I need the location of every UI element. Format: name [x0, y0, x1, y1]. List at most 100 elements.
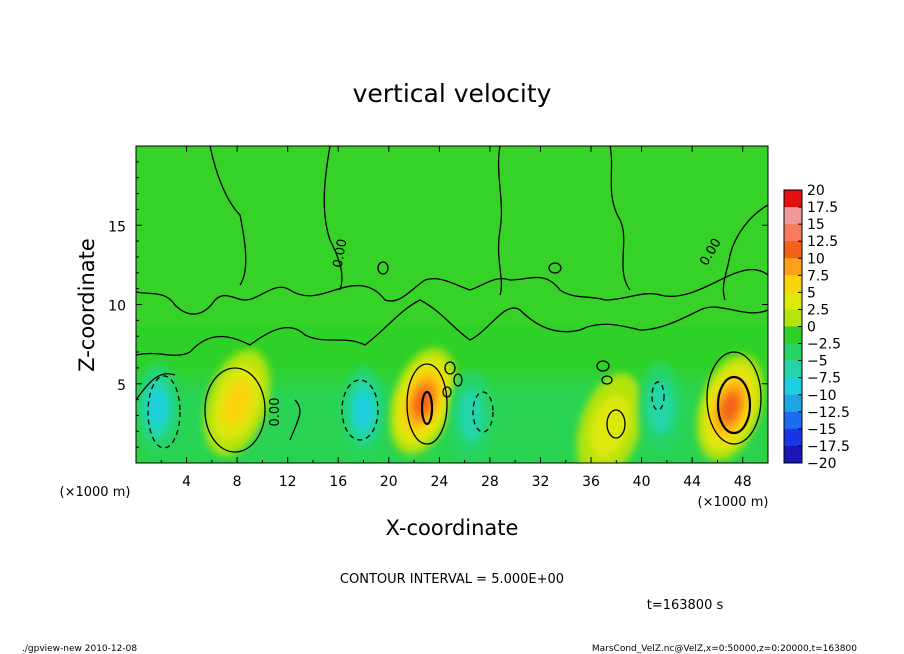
x-tick-label-8: 36 [582, 474, 600, 490]
contour-5-updraft-4 [606, 409, 626, 439]
contour-blob-2 [453, 373, 463, 387]
downdraft-cell-5 [341, 365, 386, 456]
contour-10-updraft-3 [716, 375, 752, 435]
colorbar-label-13: −12.5 [807, 405, 850, 421]
colorbar-cell-15 [784, 445, 802, 464]
y-axis: 5 10 15 [108, 161, 768, 448]
colorbar-cell-2 [784, 224, 802, 242]
contour-zero-column-5 [722, 204, 768, 301]
x-tick-label-6: 28 [481, 474, 499, 490]
contour-zero-column-3 [497, 146, 503, 296]
colorbar-label-15: −17.5 [807, 439, 850, 455]
cell-level-5 [721, 393, 740, 423]
x-tick-label-7: 32 [532, 474, 550, 490]
contour-interval-text: CONTOUR INTERVAL = 5.000E+00 [340, 572, 564, 587]
colorbar-label-1: 17.5 [807, 200, 838, 216]
colorbar-label-3: 12.5 [807, 234, 838, 250]
contour-zero-column-2 [323, 146, 343, 291]
cell-level-3 [148, 388, 167, 427]
colorbar-cell-11 [784, 377, 802, 396]
contour-5-updraft-2 [406, 363, 448, 445]
contour-10-updraft-2 [420, 390, 434, 426]
colorbar-cell-12 [784, 394, 802, 413]
x-tick-label-1: 8 [233, 474, 242, 490]
x-tick-label-0: 4 [182, 474, 191, 490]
contour-blob-3 [442, 386, 452, 398]
heatmap-field [136, 146, 768, 463]
contour-label-2: 0.00 [331, 238, 351, 269]
colorbar-label-12: −10 [807, 388, 837, 404]
cell-level-3 [222, 379, 252, 426]
colorbar-label-11: −7.5 [807, 371, 841, 387]
colorbar-cell-5 [784, 275, 802, 293]
cell-level-2 [647, 380, 674, 435]
colorbar-cell-9 [784, 343, 802, 362]
colorbar-label-8: 0 [807, 320, 816, 336]
x-tick-label-5: 24 [430, 474, 448, 490]
time-label: t=163800 s [647, 598, 724, 613]
colorbar-cell-8 [784, 326, 802, 345]
contour-blob-4 [596, 360, 610, 372]
colorbar-cell-1 [784, 207, 802, 225]
y-axis-label: Z-coordinate [75, 238, 99, 372]
colorbar-label-0: 20 [807, 183, 825, 199]
x-unit-left: (×1000 m) [60, 485, 131, 500]
colorbar-cell-4 [784, 258, 802, 276]
x-tick-label-10: 44 [683, 474, 701, 490]
x-tick-label-3: 16 [329, 474, 347, 490]
contour-zero-column-4 [609, 146, 631, 291]
colorbar-cell-7 [784, 309, 802, 327]
cell-level-3 [354, 391, 373, 430]
footer-right: MarsCond_VelZ.nc@VelZ,x=0:50000,z=0:2000… [592, 644, 857, 654]
colorbar-cell-13 [784, 411, 802, 430]
contour-zero-column-1 [209, 146, 247, 286]
contour-blob-7 [377, 261, 389, 275]
contour-neg5-downdraft-2 [341, 379, 379, 441]
contour-neg5-downdraft-3 [472, 391, 494, 433]
x-axis: 4 8 12 16 20 24 28 32 36 40 44 48 [135, 146, 769, 490]
y-tick-label-2: 15 [108, 219, 126, 235]
x-unit-right: (×1000 m) [698, 495, 769, 510]
contour-neg5-downdraft-4 [651, 381, 665, 411]
colorbar-label-9: −2.5 [807, 337, 841, 353]
x-tick-label-11: 48 [734, 474, 752, 490]
contour-blob-6 [548, 262, 562, 274]
colorbar-label-16: −20 [807, 456, 837, 472]
contour-zero-mid [136, 268, 768, 315]
colorbar-cell-0 [784, 190, 802, 208]
colorbar-label-10: −5 [807, 354, 828, 370]
colorbar-cell-6 [784, 292, 802, 310]
y-tick-label-1: 10 [108, 299, 126, 315]
colorbar-label-2: 15 [807, 217, 825, 233]
contour-small-2 [136, 373, 176, 401]
x-tick-label-4: 20 [380, 474, 398, 490]
chart-title: vertical velocity [353, 79, 552, 108]
colorbar-label-14: −15 [807, 422, 837, 438]
colorbar-cell-14 [784, 428, 802, 447]
contour-5-updraft-1 [204, 367, 266, 453]
contour-small-1 [289, 399, 301, 441]
colorbar-label-7: 2.5 [807, 302, 829, 318]
contour-label-1: 0.00 [268, 398, 283, 427]
contour-lines [136, 146, 768, 453]
x-tick-label-9: 40 [633, 474, 651, 490]
contour-blob-1 [444, 361, 456, 375]
colorbar-label-6: 5 [807, 285, 816, 301]
colorbar-label-4: 10 [807, 251, 825, 267]
contour-blob-5 [601, 375, 613, 385]
colorbar-label-5: 7.5 [807, 268, 829, 284]
upper-layer [136, 146, 768, 326]
y-tick-label-0: 5 [117, 378, 126, 394]
cell-level-2 [457, 388, 485, 443]
colorbar-cell-10 [784, 360, 802, 379]
downdraft-cell-6 [448, 370, 493, 461]
footer-left: ./gpview-new 2010-12-08 [22, 644, 137, 654]
colorbar-cell-3 [784, 241, 802, 259]
downdraft-cell-7 [638, 362, 683, 453]
x-tick-label-2: 12 [279, 474, 297, 490]
contour-zero-lower [136, 299, 768, 356]
x-axis-label: X-coordinate [386, 516, 519, 540]
contour-5-updraft-3 [706, 351, 762, 445]
